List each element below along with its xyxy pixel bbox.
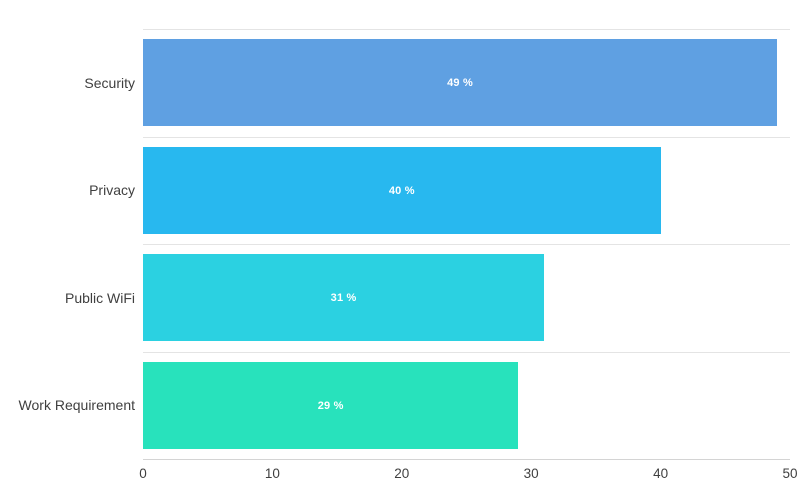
y-axis-labels: Security Privacy Public WiFi Work Requireme… (0, 29, 135, 459)
x-tick-label: 40 (653, 466, 669, 481)
x-tick-label: 20 (394, 466, 410, 481)
category-label-security: Security (84, 75, 135, 91)
bar-privacy[interactable]: 40 % (143, 147, 661, 234)
x-tick-label: 10 (264, 466, 280, 481)
bar-value-label: 31 % (330, 291, 357, 304)
x-tick-label: 50 (782, 466, 798, 481)
bar-public-wifi[interactable]: 31 % (143, 254, 545, 341)
bar-row: 40 % (143, 137, 790, 245)
category-label-public-wifi: Public WiFi (64, 290, 135, 306)
gridline (143, 137, 790, 138)
bar-row: 49 % (143, 29, 790, 137)
bar-row: 31 % (143, 244, 790, 352)
bar-row: 29 % (143, 352, 790, 460)
x-axis: 0 10 20 30 40 50 (139, 466, 797, 490)
bar-security[interactable]: 49 % (143, 39, 778, 126)
bar-value-label: 49 % (447, 76, 473, 89)
gridline (143, 29, 790, 30)
gridline (143, 244, 790, 245)
x-tick-label: 0 (139, 466, 147, 481)
x-tick-label: 30 (523, 466, 539, 481)
gridline (143, 352, 790, 353)
bar-value-label: 29 % (317, 399, 344, 412)
category-label-privacy: Privacy (89, 182, 135, 198)
bar-value-label: 40 % (388, 184, 415, 197)
bar-work-requirement[interactable]: 29 % (143, 362, 519, 449)
x-axis-line (143, 459, 790, 460)
plot-area: 49 % 40 % 31 % 29 % (143, 29, 790, 460)
category-label-work-requirement: Work Requirement (18, 397, 135, 413)
